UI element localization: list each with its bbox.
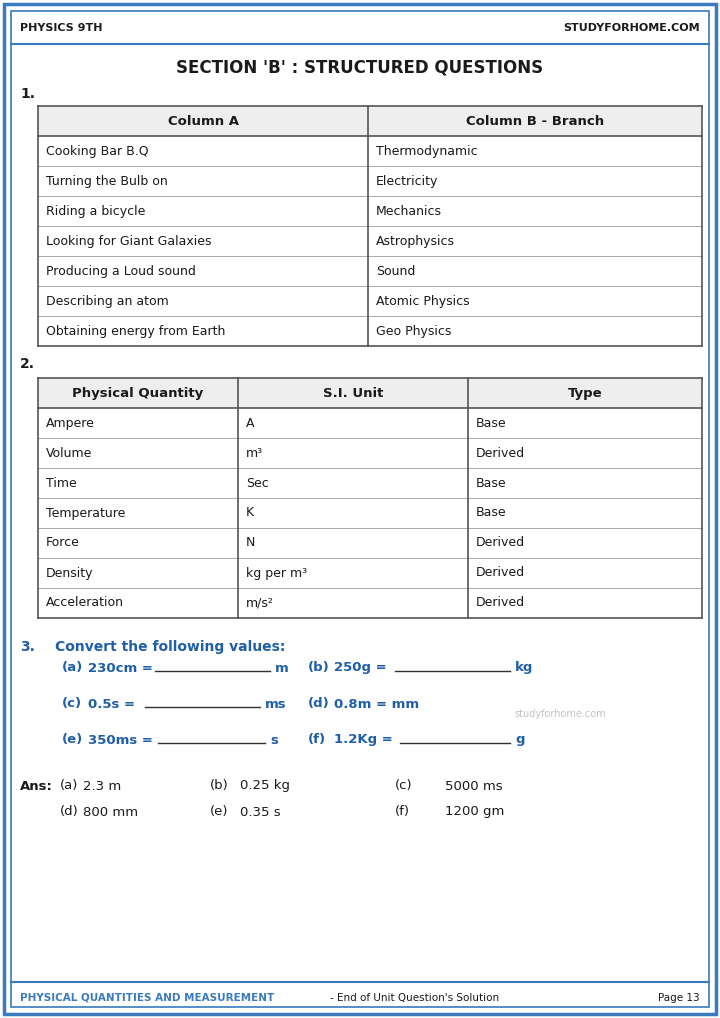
Text: s: s — [270, 734, 278, 746]
Text: g: g — [515, 734, 524, 746]
Text: Type: Type — [567, 387, 603, 399]
Text: Thermodynamic: Thermodynamic — [376, 145, 477, 158]
Text: N: N — [246, 536, 256, 550]
Text: PHYSICAL QUANTITIES AND MEASUREMENT: PHYSICAL QUANTITIES AND MEASUREMENT — [20, 993, 274, 1003]
Text: Acceleration: Acceleration — [46, 597, 124, 610]
Text: 1.2Kg =: 1.2Kg = — [334, 734, 392, 746]
Text: Temperature: Temperature — [46, 507, 125, 519]
Text: Ans:: Ans: — [20, 780, 53, 792]
Text: Riding a bicycle: Riding a bicycle — [46, 205, 145, 218]
Text: 5000 ms: 5000 ms — [445, 780, 503, 792]
Text: (e): (e) — [62, 734, 84, 746]
Text: S.I. Unit: S.I. Unit — [323, 387, 383, 399]
Text: 2.: 2. — [20, 357, 35, 371]
Text: Describing an atom: Describing an atom — [46, 294, 168, 307]
Text: 230cm =: 230cm = — [88, 662, 153, 675]
Text: Column B - Branch: Column B - Branch — [466, 114, 604, 127]
Text: Ampere: Ampere — [46, 416, 95, 430]
Text: Mechanics: Mechanics — [376, 205, 442, 218]
Text: ms: ms — [265, 697, 287, 711]
Text: 800 mm: 800 mm — [83, 805, 138, 818]
Text: Density: Density — [46, 566, 94, 579]
Text: Derived: Derived — [476, 597, 525, 610]
Text: m³: m³ — [246, 447, 263, 459]
Text: 2.3 m: 2.3 m — [83, 780, 121, 792]
Text: Electricity: Electricity — [376, 174, 438, 187]
Text: (d): (d) — [308, 697, 330, 711]
Text: Page 13: Page 13 — [658, 993, 700, 1003]
Text: 1.: 1. — [20, 87, 35, 101]
Text: (c): (c) — [62, 697, 82, 711]
Text: 0.35 s: 0.35 s — [240, 805, 281, 818]
Text: (a): (a) — [60, 780, 78, 792]
Text: Derived: Derived — [476, 536, 525, 550]
Text: 250g =: 250g = — [334, 662, 387, 675]
Text: (b): (b) — [210, 780, 229, 792]
Text: (f): (f) — [308, 734, 326, 746]
Text: 0.5s =: 0.5s = — [88, 697, 135, 711]
Text: Derived: Derived — [476, 447, 525, 459]
Text: studyforhome.com: studyforhome.com — [514, 709, 606, 719]
Text: 3.: 3. — [20, 640, 35, 654]
Text: (a): (a) — [62, 662, 84, 675]
Text: Producing a Loud sound: Producing a Loud sound — [46, 265, 196, 278]
Text: m/s²: m/s² — [246, 597, 274, 610]
Text: Looking for Giant Galaxies: Looking for Giant Galaxies — [46, 234, 212, 247]
Text: (c): (c) — [395, 780, 413, 792]
Text: m: m — [275, 662, 289, 675]
Text: Cooking Bar B.Q: Cooking Bar B.Q — [46, 145, 148, 158]
Text: Volume: Volume — [46, 447, 92, 459]
Text: Base: Base — [476, 507, 507, 519]
Text: A: A — [246, 416, 254, 430]
Text: 350ms =: 350ms = — [88, 734, 153, 746]
Text: K: K — [246, 507, 254, 519]
Text: Derived: Derived — [476, 566, 525, 579]
Text: Physical Quantity: Physical Quantity — [73, 387, 204, 399]
Text: SECTION 'B' : STRUCTURED QUESTIONS: SECTION 'B' : STRUCTURED QUESTIONS — [176, 58, 544, 76]
Text: 0.8m = mm: 0.8m = mm — [334, 697, 419, 711]
Text: Astrophysics: Astrophysics — [376, 234, 455, 247]
Text: Sound: Sound — [376, 265, 415, 278]
Text: (f): (f) — [395, 805, 410, 818]
Text: Base: Base — [476, 416, 507, 430]
Text: kg per m³: kg per m³ — [246, 566, 307, 579]
Text: Column A: Column A — [168, 114, 238, 127]
Text: - End of Unit Question's Solution: - End of Unit Question's Solution — [330, 993, 499, 1003]
Text: Base: Base — [476, 476, 507, 490]
Text: kg: kg — [515, 662, 534, 675]
Text: Convert the following values:: Convert the following values: — [55, 640, 285, 654]
Text: Time: Time — [46, 476, 77, 490]
Text: (d): (d) — [60, 805, 78, 818]
Text: 0.25 kg: 0.25 kg — [240, 780, 290, 792]
Text: (b): (b) — [308, 662, 330, 675]
Text: Force: Force — [46, 536, 80, 550]
Text: Sec: Sec — [246, 476, 269, 490]
Text: (e): (e) — [210, 805, 228, 818]
Text: PHYSICS 9TH: PHYSICS 9TH — [20, 23, 102, 33]
Text: Geo Physics: Geo Physics — [376, 325, 451, 338]
Text: Obtaining energy from Earth: Obtaining energy from Earth — [46, 325, 225, 338]
Bar — [38, 378, 702, 408]
Text: 1200 gm: 1200 gm — [445, 805, 505, 818]
Text: STUDYFORHOME.COM: STUDYFORHOME.COM — [563, 23, 700, 33]
Text: Turning the Bulb on: Turning the Bulb on — [46, 174, 168, 187]
Bar — [38, 106, 702, 136]
Text: Atomic Physics: Atomic Physics — [376, 294, 469, 307]
